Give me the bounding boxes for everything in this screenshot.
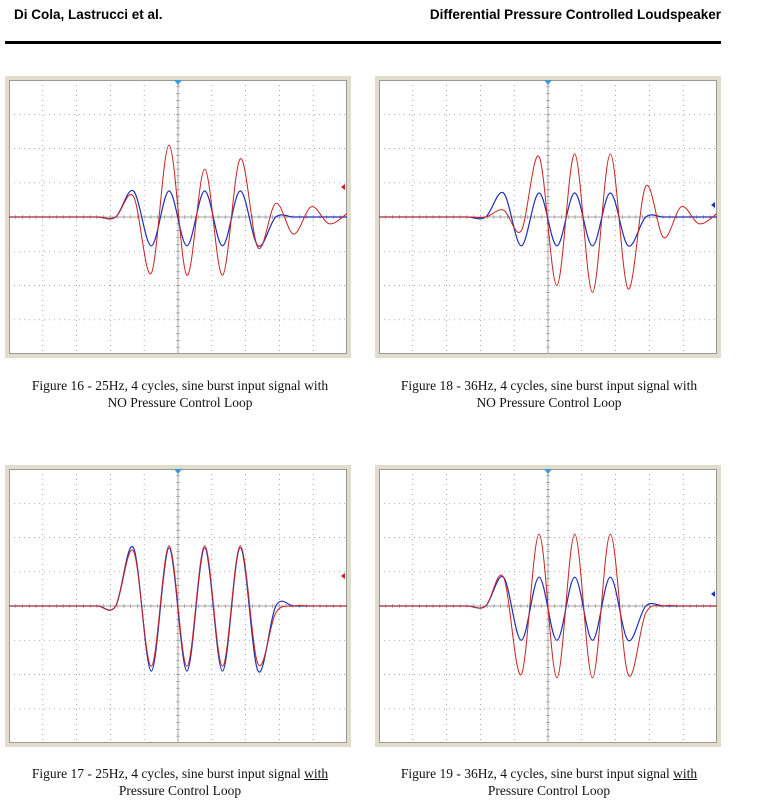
level-marker-icon — [341, 573, 345, 579]
oscilloscope-figure-17 — [5, 465, 351, 747]
oscilloscope-plot — [9, 469, 347, 743]
figure-18-caption: Figure 18 - 36Hz, 4 cycles, sine burst i… — [364, 377, 734, 411]
trigger-marker-icon — [544, 80, 552, 85]
underlined-word: with — [673, 766, 698, 781]
underlined-word: with — [304, 766, 329, 781]
header-title: Differential Pressure Controlled Loudspe… — [429, 7, 721, 22]
level-marker-icon — [711, 591, 715, 597]
caption-line-1: Figure 17 - 25Hz, 4 cycles, sine burst i… — [31, 766, 329, 781]
oscilloscope-plot — [379, 80, 717, 354]
figure-19-caption: Figure 19 - 36Hz, 4 cycles, sine burst i… — [364, 765, 734, 799]
trigger-marker-icon — [174, 469, 182, 474]
level-marker-icon — [711, 202, 715, 208]
caption-line-1: Figure 19 - 36Hz, 4 cycles, sine burst i… — [400, 766, 698, 781]
output-signal-trace — [9, 144, 347, 276]
caption-line-2: NO Pressure Control Loop — [107, 395, 253, 410]
trigger-marker-icon — [174, 80, 182, 85]
output-signal-trace — [379, 153, 717, 293]
header-authors: Di Cola, Lastrucci et al. — [14, 7, 163, 22]
figure-17-caption: Figure 17 - 25Hz, 4 cycles, sine burst i… — [0, 765, 365, 799]
trigger-marker-icon — [544, 469, 552, 474]
output-signal-trace — [379, 533, 717, 679]
oscilloscope-figure-19 — [375, 465, 721, 747]
oscilloscope-figure-18 — [375, 76, 721, 358]
caption-line-1: Figure 16 - 25Hz, 4 cycles, sine burst i… — [31, 378, 329, 393]
figure-16-caption: Figure 16 - 25Hz, 4 cycles, sine burst i… — [0, 377, 365, 411]
oscilloscope-plot — [9, 80, 347, 354]
header-rule — [5, 41, 721, 44]
output-signal-trace — [9, 545, 347, 667]
caption-line-2: NO Pressure Control Loop — [476, 395, 622, 410]
caption-line-2: Pressure Control Loop — [118, 783, 242, 798]
caption-line-2: Pressure Control Loop — [487, 783, 611, 798]
oscilloscope-figure-16 — [5, 76, 351, 358]
oscilloscope-plot — [379, 469, 717, 743]
level-marker-icon — [341, 184, 345, 190]
caption-line-1: Figure 18 - 36Hz, 4 cycles, sine burst i… — [400, 378, 698, 393]
